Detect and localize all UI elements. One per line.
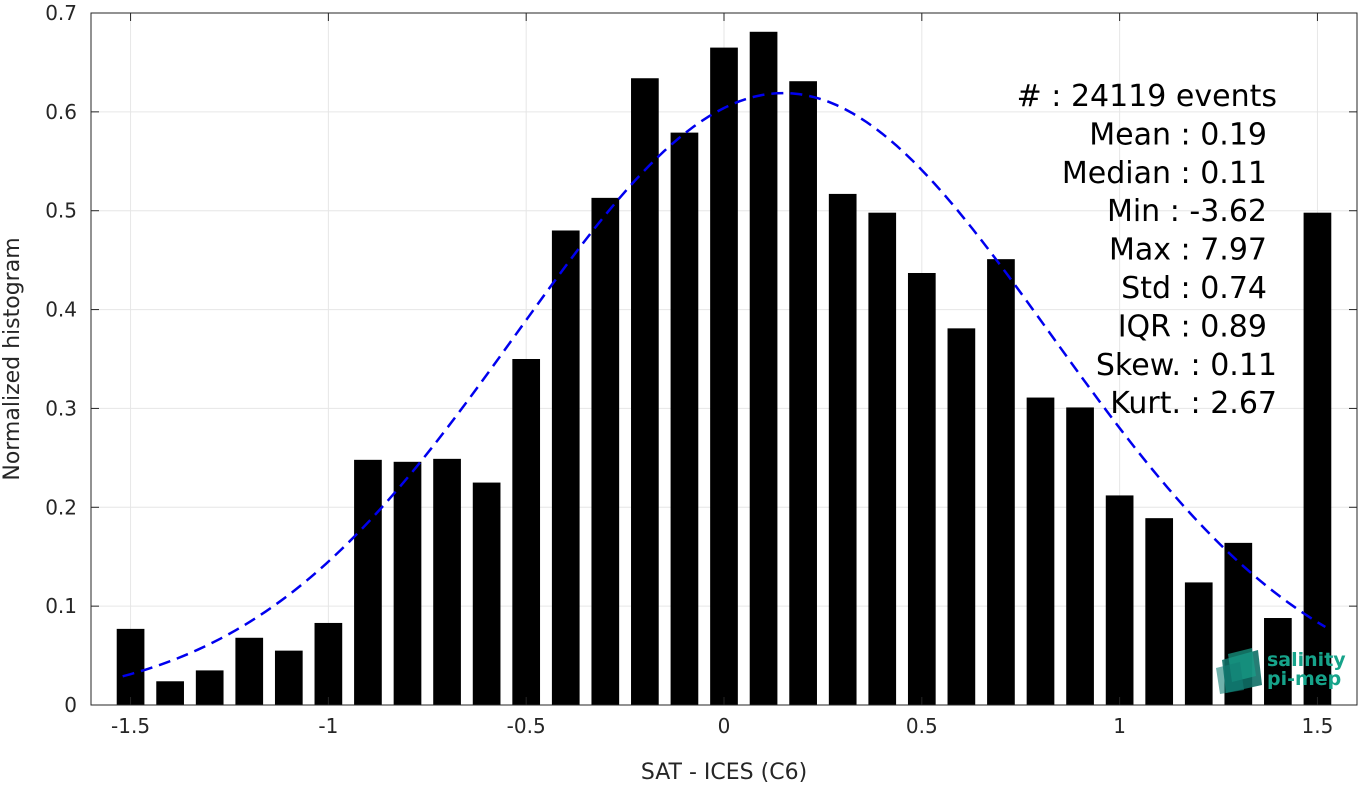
histogram-bar xyxy=(1066,407,1094,705)
stat-line: IQR : 0.89 xyxy=(1118,309,1267,344)
histogram-bar xyxy=(156,681,184,705)
histogram-bar xyxy=(314,622,343,705)
histogram-bar xyxy=(235,637,264,705)
histogram-bar xyxy=(1303,212,1332,706)
histogram-bar xyxy=(1026,397,1055,705)
stat-line: Max : 7.97 xyxy=(1109,233,1267,268)
histogram-bar xyxy=(749,31,778,706)
histogram-bar xyxy=(512,359,541,705)
histogram-bar xyxy=(828,193,857,705)
histogram-bar xyxy=(116,628,145,705)
x-tick-label: -1 xyxy=(318,714,338,738)
x-tick-label: 1.5 xyxy=(1302,714,1334,738)
histogram-bar xyxy=(393,461,422,705)
y-tick-label: 0.5 xyxy=(45,199,77,223)
stat-line: Mean : 0.19 xyxy=(1089,117,1267,152)
stat-line: Median : 0.11 xyxy=(1062,156,1267,191)
histogram-bar xyxy=(1145,518,1174,705)
y-tick-label: 0.1 xyxy=(45,594,77,618)
histogram-bar xyxy=(551,230,580,705)
histogram-bar xyxy=(631,78,659,705)
stat-line: Kurt. : 2.67 xyxy=(1110,386,1277,421)
histogram-bar xyxy=(868,212,897,706)
histogram-bar xyxy=(1184,582,1213,705)
histogram-bar xyxy=(472,482,501,705)
logo-text-pi-mep: pi-mep xyxy=(1267,668,1341,690)
histogram-bar xyxy=(789,81,817,705)
stat-line: Skew. : 0.11 xyxy=(1096,348,1277,383)
y-axis-ticks: 0 0.1 0.2 0.3 0.4 0.5 0.6 0.7 xyxy=(45,1,1357,717)
y-tick-label: 0.3 xyxy=(45,396,77,420)
x-tick-label: 1 xyxy=(1113,714,1126,738)
y-tick-label: 0.4 xyxy=(45,298,77,322)
histogram-bar xyxy=(987,259,1015,705)
y-tick-label: 0.2 xyxy=(45,495,77,519)
y-tick-label: 0.7 xyxy=(45,1,77,25)
stat-line: # : 24119 events xyxy=(1017,79,1277,114)
histogram-bar xyxy=(1105,495,1134,705)
x-axis-ticks: -1.5 -1 -0.5 0 0.5 1 1.5 xyxy=(111,13,1333,738)
salinity-pi-mep-logo: salinity pi-mep xyxy=(1216,648,1346,694)
histogram-bar xyxy=(907,272,936,705)
y-tick-label: 0.6 xyxy=(45,100,77,124)
histogram-bar xyxy=(591,197,620,705)
histogram-bar xyxy=(195,670,224,705)
y-tick-label: 0 xyxy=(64,693,77,717)
y-axis-label: Normalized histogram xyxy=(0,237,25,480)
histogram-bar xyxy=(710,47,738,706)
histogram-bar xyxy=(433,458,461,705)
histogram-bar xyxy=(1264,618,1292,705)
x-axis-label: SAT - ICES (C6) xyxy=(641,760,807,785)
histogram-bars xyxy=(116,31,1332,706)
x-tick-label: 0 xyxy=(718,714,731,738)
logo-text-salinity: salinity xyxy=(1267,649,1346,671)
histogram-bar xyxy=(670,132,699,706)
x-tick-label: 0.5 xyxy=(906,714,938,738)
histogram-bar xyxy=(274,650,303,705)
stat-line: Min : -3.62 xyxy=(1107,194,1267,229)
x-tick-label: -0.5 xyxy=(507,714,546,738)
histogram-bar xyxy=(947,328,976,705)
histogram-bar xyxy=(354,459,382,705)
stat-line: Std : 0.74 xyxy=(1121,271,1267,306)
x-tick-label: -1.5 xyxy=(111,714,150,738)
gaussian-fit-curve xyxy=(122,91,1326,678)
